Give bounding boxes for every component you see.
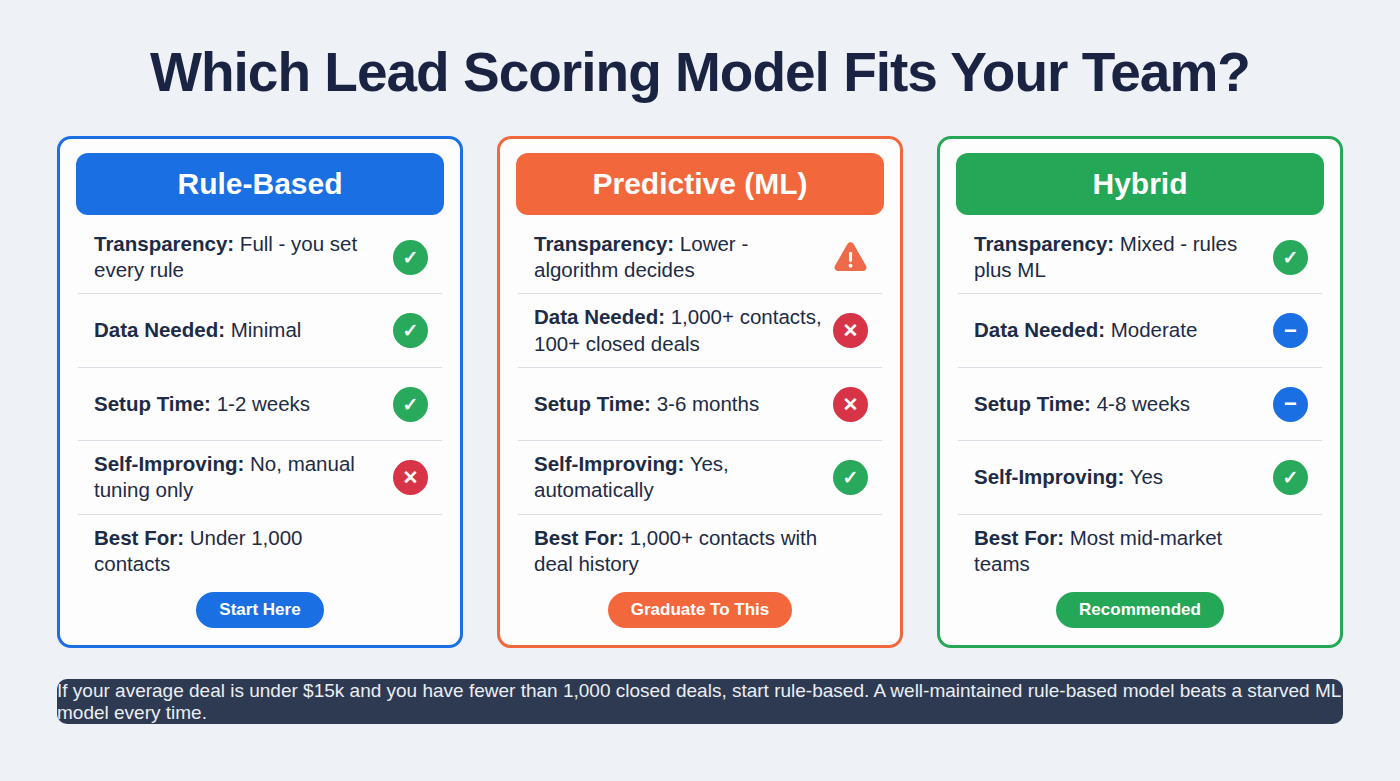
row-label: Transparency:	[94, 232, 234, 255]
row-value: Minimal	[231, 318, 302, 341]
table-row: Self-Improving: Yes ✓	[958, 441, 1322, 514]
minus-circle-icon: −	[1273, 313, 1308, 348]
table-row: Best For: Under 1,000 contacts	[78, 515, 442, 587]
table-row: Self-Improving: Yes, automatically ✓	[518, 441, 882, 514]
table-row: Data Needed: 1,000+ contacts, 100+ close…	[518, 294, 882, 367]
row-label: Best For:	[94, 526, 184, 549]
row-label: Setup Time:	[534, 392, 651, 415]
x-circle-icon: ✕	[833, 313, 868, 348]
card-predictive-ml-body: Transparency: Lower - algorithm decides …	[516, 215, 884, 587]
table-row: Setup Time: 3-6 months ✕	[518, 368, 882, 441]
row-label: Self-Improving:	[534, 452, 684, 475]
row-value: Moderate	[1111, 318, 1198, 341]
table-row: Data Needed: Minimal ✓	[78, 294, 442, 367]
card-predictive-ml: Predictive (ML) Transparency: Lower - al…	[497, 136, 903, 648]
row-label: Data Needed:	[974, 318, 1105, 341]
check-circle-icon: ✓	[393, 240, 428, 275]
table-row: Transparency: Full - you set every rule …	[78, 221, 442, 294]
x-circle-icon: ✕	[393, 460, 428, 495]
table-row: Best For: Most mid-market teams	[958, 515, 1322, 587]
start-here-badge[interactable]: Start Here	[196, 592, 323, 628]
row-label: Self-Improving:	[94, 452, 244, 475]
badge-row: Recommended	[956, 587, 1324, 633]
check-circle-icon: ✓	[833, 460, 868, 495]
card-rule-based: Rule-Based Transparency: Full - you set …	[57, 136, 463, 648]
warning-triangle-icon	[833, 240, 868, 275]
table-row: Transparency: Lower - algorithm decides	[518, 221, 882, 294]
row-value: 4-8 weeks	[1097, 392, 1190, 415]
row-label: Data Needed:	[94, 318, 225, 341]
row-label: Setup Time:	[974, 392, 1091, 415]
table-row: Data Needed: Moderate −	[958, 294, 1322, 367]
table-row: Setup Time: 1-2 weeks ✓	[78, 368, 442, 441]
row-value: Yes	[1130, 465, 1163, 488]
minus-circle-icon: −	[1273, 387, 1308, 422]
check-circle-icon: ✓	[1273, 240, 1308, 275]
row-label: Transparency:	[534, 232, 674, 255]
page-title: Which Lead Scoring Model Fits Your Team?	[0, 40, 1400, 104]
check-circle-icon: ✓	[1273, 460, 1308, 495]
card-hybrid-header: Hybrid	[956, 153, 1324, 215]
row-label: Setup Time:	[94, 392, 211, 415]
row-label: Best For:	[974, 526, 1064, 549]
footer-advice-bar: If your average deal is under $15k and y…	[57, 679, 1343, 724]
table-row: Self-Improving: No, manual tuning only ✕	[78, 441, 442, 514]
card-hybrid: Hybrid Transparency: Mixed - rules plus …	[937, 136, 1343, 648]
x-circle-icon: ✕	[833, 387, 868, 422]
check-circle-icon: ✓	[393, 387, 428, 422]
table-row: Setup Time: minus-circle4-8 weeks −	[958, 368, 1322, 441]
row-label: Best For:	[534, 526, 624, 549]
row-value: 1-2 weeks	[217, 392, 310, 415]
graduate-to-this-badge[interactable]: Graduate To This	[608, 592, 793, 628]
table-row: Transparency: Mixed - rules plus ML ✓	[958, 221, 1322, 294]
row-label: Data Needed:	[534, 305, 665, 328]
recommended-badge[interactable]: Recommended	[1056, 592, 1224, 628]
badge-row: Start Here	[76, 587, 444, 633]
table-row: Best For: 1,000+ contacts with deal hist…	[518, 515, 882, 587]
row-value: 3-6 months	[657, 392, 760, 415]
row-label: Transparency:	[974, 232, 1114, 255]
card-hybrid-body: Transparency: Mixed - rules plus ML ✓ Da…	[956, 215, 1324, 587]
card-rule-based-header: Rule-Based	[76, 153, 444, 215]
card-predictive-ml-header: Predictive (ML)	[516, 153, 884, 215]
badge-row: Graduate To This	[516, 587, 884, 633]
row-label: Self-Improving:	[974, 465, 1124, 488]
card-rule-based-body: Transparency: Full - you set every rule …	[76, 215, 444, 587]
comparison-cards-row: Rule-Based Transparency: Full - you set …	[57, 136, 1343, 648]
check-circle-icon: ✓	[393, 313, 428, 348]
